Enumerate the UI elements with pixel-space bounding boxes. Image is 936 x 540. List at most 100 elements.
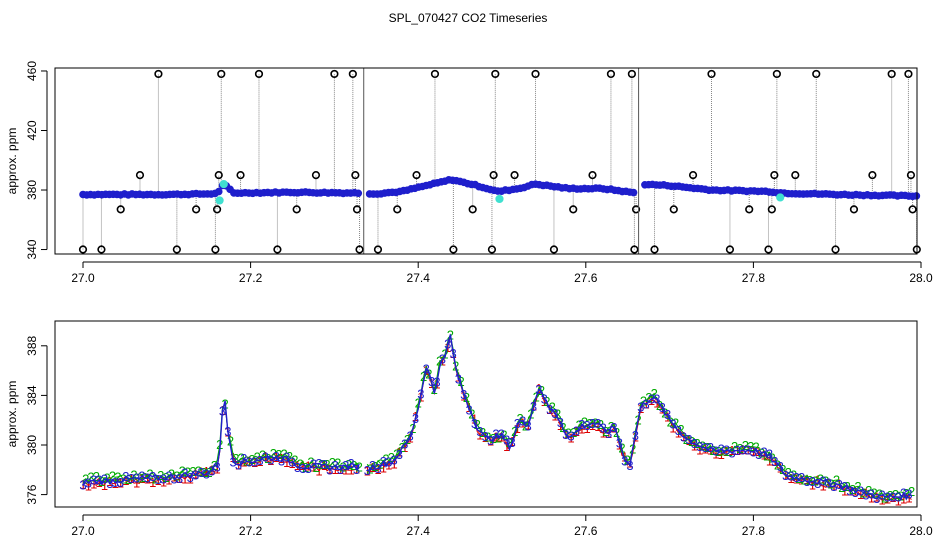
- series-marker: 1: [380, 460, 387, 475]
- series-marker: 3: [643, 397, 650, 412]
- series-marker: 3: [637, 399, 644, 414]
- series-marker: 1: [803, 472, 810, 487]
- series-marker: 3: [101, 472, 108, 487]
- outlier-point: [549, 245, 559, 254]
- series-marker: 2: [382, 451, 389, 466]
- outlier-point: [904, 69, 913, 79]
- series-marker: 2: [828, 476, 835, 491]
- series-marker: 2: [795, 471, 802, 486]
- series-marker: 2: [779, 462, 786, 477]
- series-marker: 3: [439, 351, 446, 366]
- y-tick-label: 380: [25, 435, 39, 455]
- series-marker: 1: [761, 447, 768, 462]
- x-tick-label: 27.8: [742, 271, 766, 285]
- flagged-point: [495, 194, 504, 204]
- series-marker: 2: [297, 456, 304, 471]
- series-marker: 2: [624, 452, 631, 467]
- series-marker: 3: [675, 423, 682, 438]
- series-marker: 1: [342, 462, 349, 477]
- series-marker: 2: [645, 390, 652, 405]
- series-marker: 2: [720, 443, 727, 458]
- series-marker: 3: [755, 447, 762, 462]
- series-marker: 3: [133, 471, 140, 486]
- series-marker: 2: [152, 472, 159, 487]
- series-marker: 3: [224, 424, 231, 439]
- series-marker: 3: [707, 440, 714, 455]
- series-marker: 3: [492, 427, 499, 442]
- series-marker: 1: [401, 440, 408, 455]
- series-marker: 2: [838, 480, 845, 495]
- series-marker: 3: [739, 443, 746, 458]
- series-marker: 3: [181, 465, 188, 480]
- series-marker: 3: [610, 420, 617, 435]
- series-marker: 1: [331, 462, 338, 477]
- series-marker: 3: [761, 444, 768, 459]
- data-point: [629, 188, 638, 197]
- series-marker: 1: [841, 483, 848, 498]
- series-marker: 2: [157, 468, 164, 483]
- series-marker: 2: [114, 469, 121, 484]
- series-marker: 2: [281, 447, 288, 462]
- series-marker: 2: [87, 469, 94, 484]
- series-marker: 1: [90, 476, 97, 491]
- outlier-point: [588, 171, 597, 180]
- outlier-point: [887, 69, 896, 79]
- series-marker: 1: [600, 426, 607, 441]
- series-marker: 2: [693, 436, 700, 451]
- series-marker: 3: [653, 391, 660, 406]
- series-marker: 3: [117, 475, 124, 490]
- series-marker: 1: [321, 458, 328, 473]
- series-marker: 3: [685, 432, 692, 447]
- series-marker: 2: [881, 491, 888, 506]
- series-marker: 2: [388, 450, 395, 465]
- series-marker: 1: [857, 487, 864, 502]
- outlier-point: [116, 205, 125, 214]
- series-marker: 2: [463, 390, 470, 405]
- series-marker: 1: [492, 429, 499, 444]
- series-marker: 1: [230, 450, 237, 465]
- series-marker: 3: [878, 487, 885, 502]
- series-marker: 3: [567, 428, 574, 443]
- series-marker: 2: [747, 439, 754, 454]
- series-marker: 2: [672, 416, 679, 431]
- outlier-point: [630, 245, 639, 254]
- series-marker: 2: [431, 382, 438, 397]
- x-tick-label: 27.0: [71, 271, 95, 285]
- outlier-point: [351, 171, 360, 180]
- series-marker: 3: [230, 455, 237, 470]
- series-marker: 1: [653, 395, 660, 410]
- series-marker: 2: [146, 466, 153, 481]
- series-marker: 3: [235, 457, 242, 472]
- y-tick-label: 460: [25, 61, 39, 81]
- series-marker: 2: [688, 434, 695, 449]
- series-marker: 3: [256, 453, 263, 468]
- series-marker: 3: [401, 437, 408, 452]
- series-marker: 3: [798, 470, 805, 485]
- outlier-point: [831, 245, 840, 254]
- series-marker: 3: [750, 445, 757, 460]
- outlier-point: [791, 171, 800, 180]
- series-marker: 3: [857, 483, 864, 498]
- series-marker: 2: [184, 465, 191, 480]
- series-marker: 2: [683, 432, 690, 447]
- series-marker: 2: [742, 438, 749, 453]
- outlier-point: [311, 171, 321, 180]
- outlier-point: [491, 69, 500, 79]
- series-marker: 1: [95, 475, 102, 490]
- series-marker: 2: [323, 457, 330, 472]
- series-marker: 1: [648, 393, 655, 408]
- series-marker: 2: [811, 473, 818, 488]
- series-marker: 3: [487, 433, 494, 448]
- series-marker: 3: [374, 461, 381, 476]
- series-marker: 2: [195, 463, 202, 478]
- series-marker: 3: [718, 442, 725, 457]
- series-marker: 3: [525, 418, 532, 433]
- series-marker: 3: [691, 436, 698, 451]
- series-marker: 2: [404, 432, 411, 447]
- outlier-point: [868, 171, 877, 180]
- series-marker: 2: [667, 415, 674, 430]
- series-marker: 2: [506, 435, 513, 450]
- series-marker: 1: [718, 447, 725, 462]
- x-tick-label: 28.0: [909, 271, 933, 285]
- series-marker: 1: [160, 474, 167, 489]
